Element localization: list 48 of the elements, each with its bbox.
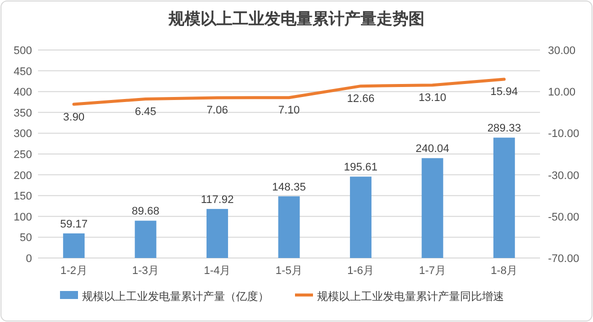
bar bbox=[350, 176, 372, 258]
x-tick-label: 1-8月 bbox=[490, 265, 518, 277]
data-label: 7.06 bbox=[206, 104, 228, 117]
y-tick-label: 400 bbox=[14, 86, 32, 99]
data-label: 89.68 bbox=[132, 206, 160, 218]
y-tick-label: 100 bbox=[14, 211, 32, 224]
legend-label: 规模以上工业发电量累计产量（亿度） bbox=[82, 290, 269, 303]
y-tick-label: 50 bbox=[20, 232, 32, 244]
data-label: 148.35 bbox=[272, 181, 306, 194]
data-label: 6.45 bbox=[134, 106, 156, 118]
data-label: 15.94 bbox=[490, 86, 518, 98]
data-label: 13.10 bbox=[418, 92, 446, 104]
y-tick-label: 350 bbox=[14, 107, 32, 120]
x-tick-label: 1-3月 bbox=[132, 265, 160, 277]
data-label: 117.92 bbox=[200, 194, 234, 206]
y-tick-label: 250 bbox=[14, 149, 32, 161]
chart-title: 规模以上工业发电量累计产量走势图 bbox=[168, 9, 424, 28]
y2-tick-label: -30.00 bbox=[548, 170, 580, 182]
legend-label: 规模以上工业发电量累计产量同比增速 bbox=[317, 290, 504, 303]
y-tick-label: 500 bbox=[14, 45, 32, 57]
data-label: 240.04 bbox=[416, 143, 450, 156]
x-tick-label: 1-4月 bbox=[204, 265, 231, 277]
y-tick-label: 450 bbox=[14, 66, 32, 78]
data-label: 59.17 bbox=[60, 218, 88, 230]
bar bbox=[493, 138, 515, 258]
bar bbox=[63, 233, 85, 258]
y-tick-label: 0 bbox=[26, 253, 32, 265]
y2-tick-label: 30.00 bbox=[548, 45, 576, 57]
data-label: 289.33 bbox=[487, 122, 521, 135]
y-tick-label: 200 bbox=[14, 170, 32, 182]
data-label: 12.66 bbox=[346, 93, 374, 106]
x-tick-label: 1-5月 bbox=[276, 265, 302, 277]
y2-tick-label: -10.00 bbox=[548, 128, 580, 140]
data-label: 7.10 bbox=[278, 104, 300, 117]
x-tick-label: 1-6月 bbox=[347, 265, 374, 277]
bar bbox=[134, 220, 156, 258]
data-label: 3.90 bbox=[63, 111, 85, 124]
x-tick-label: 1-7月 bbox=[418, 265, 446, 277]
bar bbox=[278, 196, 300, 258]
y-tick-label: 300 bbox=[14, 128, 32, 140]
y2-tick-label: -70.00 bbox=[548, 253, 580, 265]
data-label: 195.61 bbox=[344, 162, 378, 174]
y2-tick-label: -50.00 bbox=[548, 211, 580, 224]
y2-tick-label: 10.00 bbox=[548, 86, 576, 99]
y-tick-label: 150 bbox=[14, 190, 32, 203]
bar bbox=[422, 158, 444, 258]
bar bbox=[206, 208, 228, 258]
x-tick-label: 1-2月 bbox=[60, 265, 88, 277]
